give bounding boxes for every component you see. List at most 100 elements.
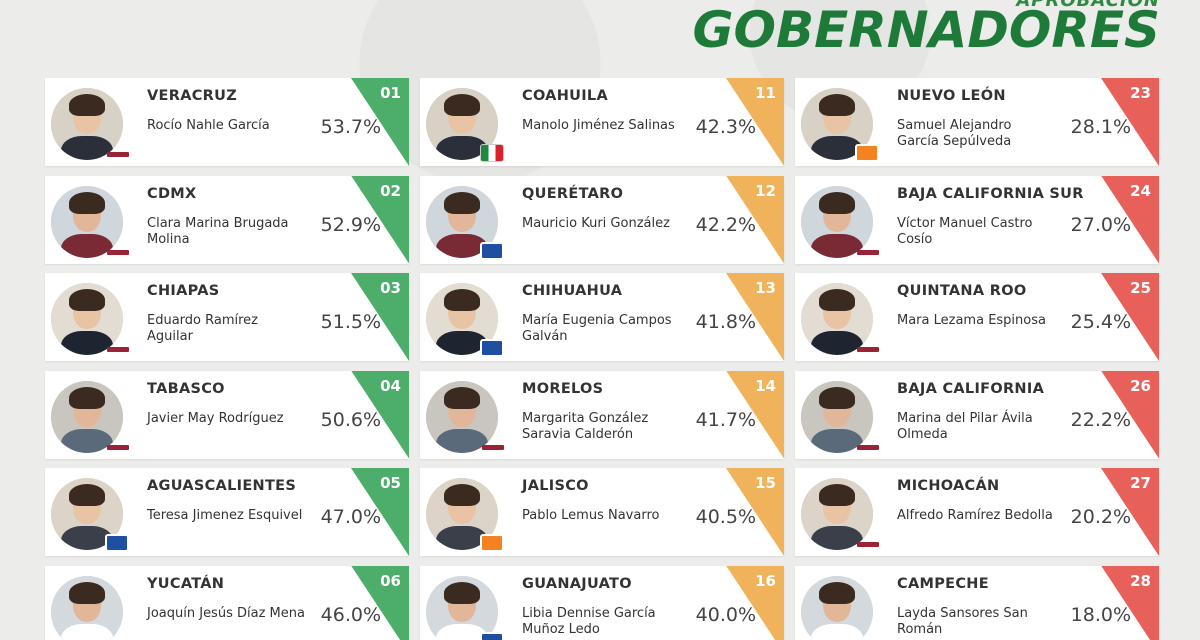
governor-name: María Eugenia Campos Galván xyxy=(522,313,672,344)
approval-percentage: 27.0% xyxy=(1070,213,1131,236)
rank-number: 15 xyxy=(755,474,776,492)
state-name: CHIAPAS xyxy=(147,283,220,299)
ranking-column-top: 01 VERACRUZ Rocío Nahle García 53.7% 02 CDMX C… xyxy=(45,78,409,640)
rank-number: 26 xyxy=(1130,376,1151,395)
party-logo-icon xyxy=(480,241,504,260)
approval-percentage: 20.2% xyxy=(1070,506,1131,528)
approval-percentage: 41.8% xyxy=(695,311,756,333)
state-name: NUEVO LEÓN xyxy=(897,88,1006,104)
governor-name: Mara Lezama Espinosa xyxy=(897,313,1046,328)
supertitle: APROBACIÓN xyxy=(1016,0,1160,11)
avatar xyxy=(801,575,873,640)
governor-card: 02 CDMX Clara Marina Brugada Molina 52.9% xyxy=(45,175,409,264)
state-name: COAHUILA xyxy=(522,88,608,104)
avatar xyxy=(801,380,873,453)
governor-card: 01 VERACRUZ Rocío Nahle García 53.7% xyxy=(45,78,409,166)
avatar xyxy=(51,575,123,640)
approval-percentage: 25.4% xyxy=(1070,311,1131,333)
party-logo-icon xyxy=(107,444,129,450)
governor-card: 27 MICHOACÁN Alfredo Ramírez Bedolla 20.2% xyxy=(795,468,1159,556)
avatar xyxy=(51,380,123,453)
avatar xyxy=(51,283,123,355)
governor-name: Marina del Pilar Ávila Olmeda xyxy=(897,410,1033,442)
rank-number: 01 xyxy=(380,84,401,102)
governor-name: Samuel Alejandro García Sepúlveda xyxy=(897,118,1012,149)
rank-number: 27 xyxy=(1130,474,1151,492)
approval-percentage: 47.0% xyxy=(320,506,381,528)
governor-name: Rocío Nahle García xyxy=(147,118,270,133)
state-name: MORELOS xyxy=(522,380,604,397)
avatar xyxy=(426,185,498,258)
state-name: AGUASCALIENTES xyxy=(147,478,297,494)
governor-card: 13 CHIHUAHUA María Eugenia Campos Galván 41… xyxy=(420,273,784,361)
state-name: TABASCO xyxy=(147,380,225,397)
governor-card: 26 BAJA CALIFORNIA Marina del Pilar Ávila … xyxy=(795,370,1159,459)
approval-percentage: 52.9% xyxy=(320,213,381,236)
state-name: JALISCO xyxy=(522,478,589,494)
avatar xyxy=(801,283,873,355)
avatar xyxy=(801,478,873,550)
rank-number: 05 xyxy=(380,474,401,492)
approval-percentage: 40.0% xyxy=(695,603,756,626)
party-logo-icon xyxy=(482,444,504,450)
governor-card: 11 COAHUILA Manolo Jiménez Salinas 42.3% xyxy=(420,78,784,166)
avatar xyxy=(51,88,123,160)
governor-card: 12 QUERÉTARO Mauricio Kuri González 42.2% xyxy=(420,175,784,264)
approval-percentage: 18.0% xyxy=(1070,603,1131,626)
governor-card: 06 YUCATÁN Joaquín Jesús Díaz Mena 46.0% xyxy=(45,565,409,640)
ranking-column-bottom: 23 NUEVO LEÓN Samuel Alejandro García Sepú… xyxy=(795,78,1159,640)
rank-number: 03 xyxy=(380,279,401,297)
party-logo-icon xyxy=(107,347,129,352)
state-name: GUANAJUATO xyxy=(522,575,632,592)
party-logo-icon xyxy=(857,444,879,450)
governor-card: 23 NUEVO LEÓN Samuel Alejandro García Sepú… xyxy=(795,78,1159,166)
party-logo-icon xyxy=(107,249,129,255)
state-name: BAJA CALIFORNIA xyxy=(897,380,1045,397)
party-logo-icon xyxy=(480,534,504,552)
state-name: BAJA CALIFORNIA SUR xyxy=(897,185,1084,202)
approval-percentage: 28.1% xyxy=(1070,116,1131,138)
rank-number: 04 xyxy=(380,376,401,395)
governor-name: Clara Marina Brugada Molina xyxy=(147,215,289,247)
governor-card: 25 QUINTANA ROO Mara Lezama Espinosa 25.4% xyxy=(795,273,1159,361)
governor-name: Pablo Lemus Navarro xyxy=(522,508,660,523)
state-name: QUINTANA ROO xyxy=(897,283,1027,299)
avatar xyxy=(426,478,498,550)
approval-percentage: 42.3% xyxy=(695,116,756,138)
approval-percentage: 40.5% xyxy=(695,506,756,528)
governor-card: 16 GUANAJUATO Libia Dennise García Muñoz L… xyxy=(420,565,784,640)
governor-card: 28 CAMPECHE Layda Sansores San Román 18.0% xyxy=(795,565,1159,640)
avatar xyxy=(801,88,873,160)
state-name: CDMX xyxy=(147,185,197,202)
approval-percentage: 22.2% xyxy=(1070,408,1131,431)
party-logo-icon xyxy=(857,542,879,547)
avatar xyxy=(51,185,123,258)
rank-number: 28 xyxy=(1130,571,1151,590)
governor-name: Teresa Jimenez Esquivel xyxy=(147,508,303,523)
party-logo-icon xyxy=(855,144,879,162)
rank-number: 24 xyxy=(1130,181,1151,200)
governor-name: Eduardo Ramírez Aguilar xyxy=(147,313,258,344)
governor-name: Javier May Rodríguez xyxy=(147,410,284,426)
governor-card: 04 TABASCO Javier May Rodríguez 50.6% xyxy=(45,370,409,459)
governor-name: Layda Sansores San Román xyxy=(897,605,1028,637)
state-name: MICHOACÁN xyxy=(897,478,1000,494)
approval-percentage: 53.7% xyxy=(320,116,381,138)
rank-number: 13 xyxy=(755,279,776,297)
avatar xyxy=(801,185,873,258)
governor-card: 15 JALISCO Pablo Lemus Navarro 40.5% xyxy=(420,468,784,556)
avatar xyxy=(426,575,498,640)
governor-name: Manolo Jiménez Salinas xyxy=(522,118,675,133)
party-logo-icon xyxy=(107,152,129,157)
avatar xyxy=(426,380,498,453)
party-logo-icon xyxy=(480,339,504,357)
state-name: CAMPECHE xyxy=(897,575,989,592)
state-name: YUCATÁN xyxy=(147,575,225,592)
party-logo-icon xyxy=(857,347,879,352)
approval-percentage: 46.0% xyxy=(320,603,381,626)
header: APROBACIÓN GOBERNADORES xyxy=(690,0,1160,58)
ranking-column-middle: 11 COAHUILA Manolo Jiménez Salinas 42.3% 12 Q… xyxy=(420,78,784,640)
rank-number: 14 xyxy=(755,376,776,395)
approval-percentage: 41.7% xyxy=(695,408,756,431)
state-name: VERACRUZ xyxy=(147,88,238,104)
